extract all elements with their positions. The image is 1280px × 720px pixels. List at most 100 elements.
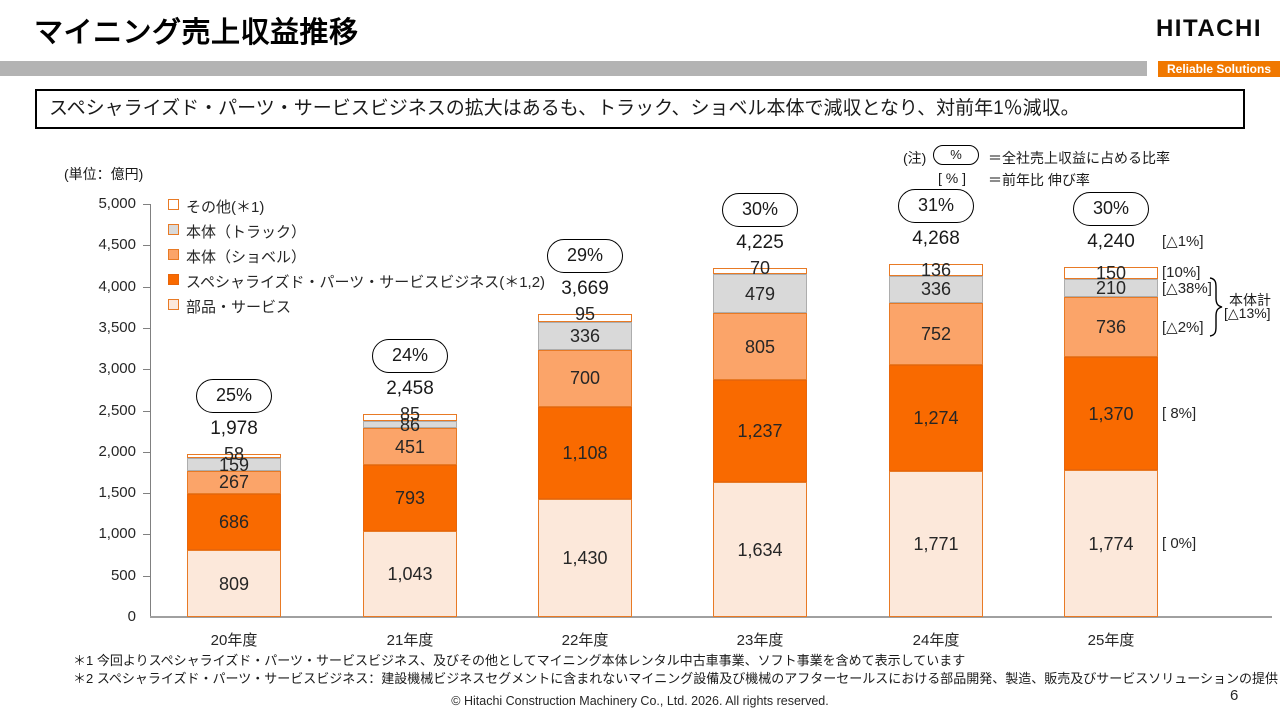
- page-number: 6: [1230, 687, 1239, 704]
- growth-annotation: [△2%]: [1162, 318, 1204, 336]
- share-oval: 25%: [196, 378, 272, 413]
- bar-segment: [889, 470, 983, 617]
- y-axis-label: 2,000: [98, 442, 136, 460]
- growth-annotation: [ 8%]: [1162, 404, 1197, 422]
- note-growth-symbol: [ % ]: [938, 170, 967, 186]
- bar-segment: [713, 379, 807, 483]
- bar-total-label: 1,978: [210, 417, 258, 439]
- y-axis-label: 1,000: [98, 525, 136, 543]
- bar-segment: [889, 365, 983, 471]
- legend-swatch: [168, 274, 179, 285]
- legend-label: その他(＊1): [186, 199, 265, 216]
- y-axis-tick: [143, 286, 150, 288]
- page-title: マイニング売上収益推移: [34, 17, 359, 49]
- bar-segment: [363, 413, 457, 421]
- growth-annotation: [△1%]: [1162, 232, 1204, 250]
- bar-segment: [713, 273, 807, 314]
- bar-segment: [187, 493, 281, 551]
- y-axis-tick: [143, 327, 150, 329]
- hitachi-logo: HITACHI: [1155, 15, 1262, 42]
- bar-segment: [1064, 296, 1158, 358]
- y-axis-label: 2,500: [98, 401, 136, 419]
- y-axis-label: 500: [110, 566, 136, 584]
- bar-segment: [889, 303, 983, 366]
- note-prefix: (注): [903, 150, 927, 166]
- y-axis-line: [150, 204, 151, 617]
- x-axis-label: 24年度: [912, 632, 960, 649]
- bar-total-label: 4,268: [912, 228, 960, 250]
- x-axis-label: 20年度: [210, 632, 258, 649]
- bar-segment: [363, 428, 457, 466]
- legend-label: 本体（トラック）: [186, 224, 307, 241]
- bar-segment: [1064, 357, 1158, 471]
- bar-segment: [538, 321, 632, 350]
- bar-segment: [889, 275, 983, 304]
- bar-segment: [538, 313, 632, 322]
- bar-total-label: 3,669: [561, 277, 609, 299]
- bar-segment: [538, 407, 632, 499]
- y-axis-label: 3,500: [98, 318, 136, 336]
- y-axis-tick: [143, 245, 150, 247]
- y-axis-tick: [143, 575, 150, 577]
- legend-swatch: [168, 224, 179, 235]
- y-axis-label: 3,000: [98, 360, 136, 378]
- bar-segment: [538, 498, 632, 617]
- bar-total-label: 2,458: [386, 377, 434, 399]
- bar-segment: [187, 550, 281, 617]
- y-axis-label: 4,500: [98, 236, 136, 254]
- y-axis-tick: [143, 493, 150, 495]
- bar-segment: [1064, 279, 1158, 297]
- legend-label: 部品・サービス: [186, 299, 292, 316]
- hontai-group-brace: [1209, 277, 1223, 337]
- unit-label: (単位：億円): [64, 166, 144, 182]
- hontai-group-label: 本体計: [1229, 292, 1271, 308]
- y-axis-tick: [143, 410, 150, 412]
- x-axis-label: 22年度: [561, 632, 609, 649]
- tagline-badge: Reliable Solutions: [1158, 61, 1280, 77]
- bar-segment: [363, 420, 457, 429]
- copyright: © Hitachi Construction Machinery Co., Lt…: [451, 694, 829, 708]
- x-axis-line: [150, 616, 1272, 618]
- y-axis-tick: [143, 451, 150, 453]
- bar-segment: [1064, 470, 1158, 617]
- legend-swatch: [168, 299, 179, 310]
- bar-segment: [713, 313, 807, 380]
- legend-label: 本体（ショベル）: [186, 249, 307, 266]
- share-oval: 31%: [898, 189, 974, 224]
- growth-annotation: [ 0%]: [1162, 534, 1197, 552]
- bar-segment: [713, 268, 807, 274]
- footnote-1: ＊1 今回よりスペシャライズド・パーツ・サービスビジネス、及びその他としてマイニ…: [73, 653, 966, 668]
- x-axis-label: 23年度: [736, 632, 784, 649]
- legend-swatch: [168, 249, 179, 260]
- share-oval: 30%: [1073, 191, 1149, 226]
- header-divider: [0, 61, 1147, 76]
- share-oval: 24%: [372, 338, 448, 373]
- legend-swatch: [168, 199, 179, 210]
- y-axis-label: 5,000: [98, 195, 136, 212]
- legend-label: スペシャライズド・パーツ・サービスビジネス(＊1,2): [186, 274, 546, 291]
- note-share-definition: ＝全社売上収益に占める比率: [988, 150, 1170, 166]
- hontai-group-value: [△13%]: [1224, 305, 1271, 321]
- growth-annotation: [△38%]: [1162, 279, 1212, 297]
- share-oval: 29%: [547, 238, 623, 273]
- note-growth-definition: ＝前年比 伸び率: [988, 172, 1090, 188]
- bar-segment: [363, 465, 457, 531]
- bar-segment: [889, 264, 983, 276]
- bar-segment: [363, 530, 457, 617]
- bar-total-label: 4,225: [736, 232, 784, 253]
- bar-segment: [713, 482, 807, 617]
- bar-total-label: 4,240: [1087, 230, 1135, 252]
- y-axis-tick: [143, 204, 150, 205]
- share-oval: 30%: [722, 193, 798, 227]
- bar-segment: [1064, 266, 1158, 280]
- bar-segment: [538, 349, 632, 408]
- y-axis-label: 1,500: [98, 484, 136, 502]
- bar-segment: [187, 458, 281, 472]
- y-axis-label: 4,000: [98, 277, 136, 295]
- bar-segment: [187, 453, 281, 459]
- y-axis-tick: [143, 369, 150, 371]
- y-axis-label: 0: [127, 608, 136, 625]
- footnote-2: ＊2 スペシャライズド・パーツ・サービスビジネス：建設機械ビジネスセグメントに含…: [73, 671, 1279, 686]
